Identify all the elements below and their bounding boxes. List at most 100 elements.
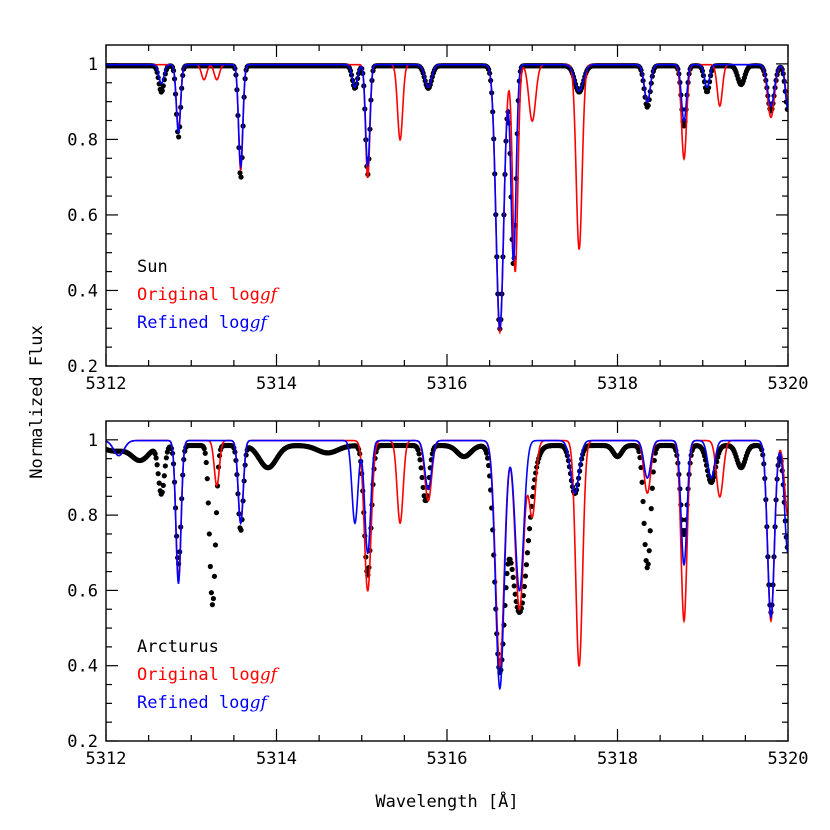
observed-point (645, 561, 651, 567)
observed-point (176, 134, 182, 140)
y-tick-label: 1 (88, 431, 98, 451)
observed-point (203, 459, 209, 466)
x-tick-label: 5314 (256, 749, 297, 769)
observed-point (509, 566, 515, 572)
y-tick-label: 0.4 (67, 281, 98, 301)
observed-point (649, 485, 655, 491)
observed-point (163, 455, 169, 461)
observed-point (642, 541, 648, 548)
observed-point (160, 83, 166, 89)
observed-point (526, 526, 533, 532)
observed-point (681, 531, 687, 538)
bottom-panel-arcturus: 5312 5314 5316 5318 5320 0.2 0.4 0.6 0.8 1 Arcturu… (67, 420, 809, 769)
observed-point (213, 510, 220, 516)
legend: Sun Original loggf Refined loggf (137, 257, 280, 333)
refined-loggf-line (106, 63, 788, 332)
observed-point (650, 469, 656, 475)
observed-point (483, 450, 490, 456)
observed-point (416, 451, 422, 457)
observed-point (237, 170, 243, 176)
legend-entry: Refined loggf (137, 693, 269, 713)
x-tick-label: 5320 (768, 374, 809, 394)
observed-point (208, 590, 214, 596)
observed-point (211, 573, 218, 579)
observed-point (523, 562, 530, 568)
top-panel-sun: 5312 5314 5316 5318 5320 0.2 0.4 0.6 0.8 1 Sun Orig… (67, 44, 809, 394)
y-tick-label: 0.4 (67, 657, 98, 677)
x-tick-label: 5318 (597, 374, 638, 394)
observed-point (161, 473, 167, 479)
observed-point (204, 476, 210, 482)
y-tick-label: 0.6 (67, 206, 98, 226)
legend-entry: Original loggf (137, 665, 280, 685)
observed-point (209, 602, 215, 608)
observed-point (205, 500, 211, 506)
y-tick-label: 1 (88, 55, 98, 75)
observed-point (159, 88, 165, 94)
x-tick-label: 5318 (597, 749, 638, 769)
observed-point (206, 531, 212, 537)
observed-point (524, 550, 531, 556)
observed-point (641, 520, 647, 527)
observed-point (152, 451, 158, 457)
observed-point (525, 538, 532, 544)
x-tick-label: 5316 (427, 749, 468, 769)
observed-point (238, 527, 244, 533)
observed-point (521, 583, 528, 590)
observed-point (202, 450, 208, 456)
observed-point (210, 595, 217, 602)
observed-point (681, 123, 687, 129)
observed-point (417, 457, 423, 463)
observed-point (508, 560, 514, 566)
observed-point (207, 563, 213, 570)
x-tick-label: 5320 (768, 749, 809, 769)
legend-entry: Refined loggf (137, 313, 269, 333)
ticks (105, 45, 789, 367)
observed-point (419, 474, 425, 481)
x-axis-label: Wavelength [Å] (375, 790, 518, 812)
observed-point (647, 528, 653, 534)
observed-point (646, 548, 652, 554)
observed-point (238, 174, 244, 180)
observed-point (510, 574, 516, 580)
observed-point (640, 498, 646, 505)
refined-loggf-line (106, 439, 788, 691)
observed-point (484, 455, 491, 461)
observed-point (212, 542, 219, 548)
observed-point (511, 583, 517, 589)
plot-frame (105, 44, 789, 367)
observed-point (512, 591, 518, 597)
series-group (106, 63, 788, 335)
observed-point (156, 480, 162, 486)
observed-point (154, 462, 160, 468)
observed-point (522, 573, 529, 579)
observed-point (638, 464, 644, 471)
observed-point (504, 570, 510, 577)
x-tick-label: 5316 (427, 374, 468, 394)
plot-frame (105, 420, 789, 742)
observed-point (418, 465, 424, 471)
observed-point (159, 489, 165, 495)
legend-entry: Original loggf (137, 285, 280, 305)
x-tick-label: 5314 (256, 374, 297, 394)
observed-point (155, 471, 161, 477)
legend: Arcturus Original loggf Refined loggf (137, 637, 280, 713)
series-group (106, 439, 788, 691)
observed-point (645, 102, 651, 109)
observed-point (162, 463, 168, 469)
x-tick-label: 5312 (86, 749, 127, 769)
observed-point (639, 479, 645, 485)
observed-point (153, 455, 159, 461)
legend-entry: Arcturus (137, 637, 219, 657)
observed-point (648, 506, 654, 512)
observed-point (529, 493, 536, 500)
observed-point (160, 482, 166, 488)
y-axis-label: Normalized Flux (27, 325, 47, 479)
y-tick-label: 0.8 (67, 130, 98, 150)
observed-point (201, 446, 207, 452)
observed-point (420, 484, 426, 491)
y-tick-label: 0.8 (67, 506, 98, 526)
legend-entry: Sun (137, 257, 168, 277)
y-tick-label: 0.6 (67, 581, 98, 601)
